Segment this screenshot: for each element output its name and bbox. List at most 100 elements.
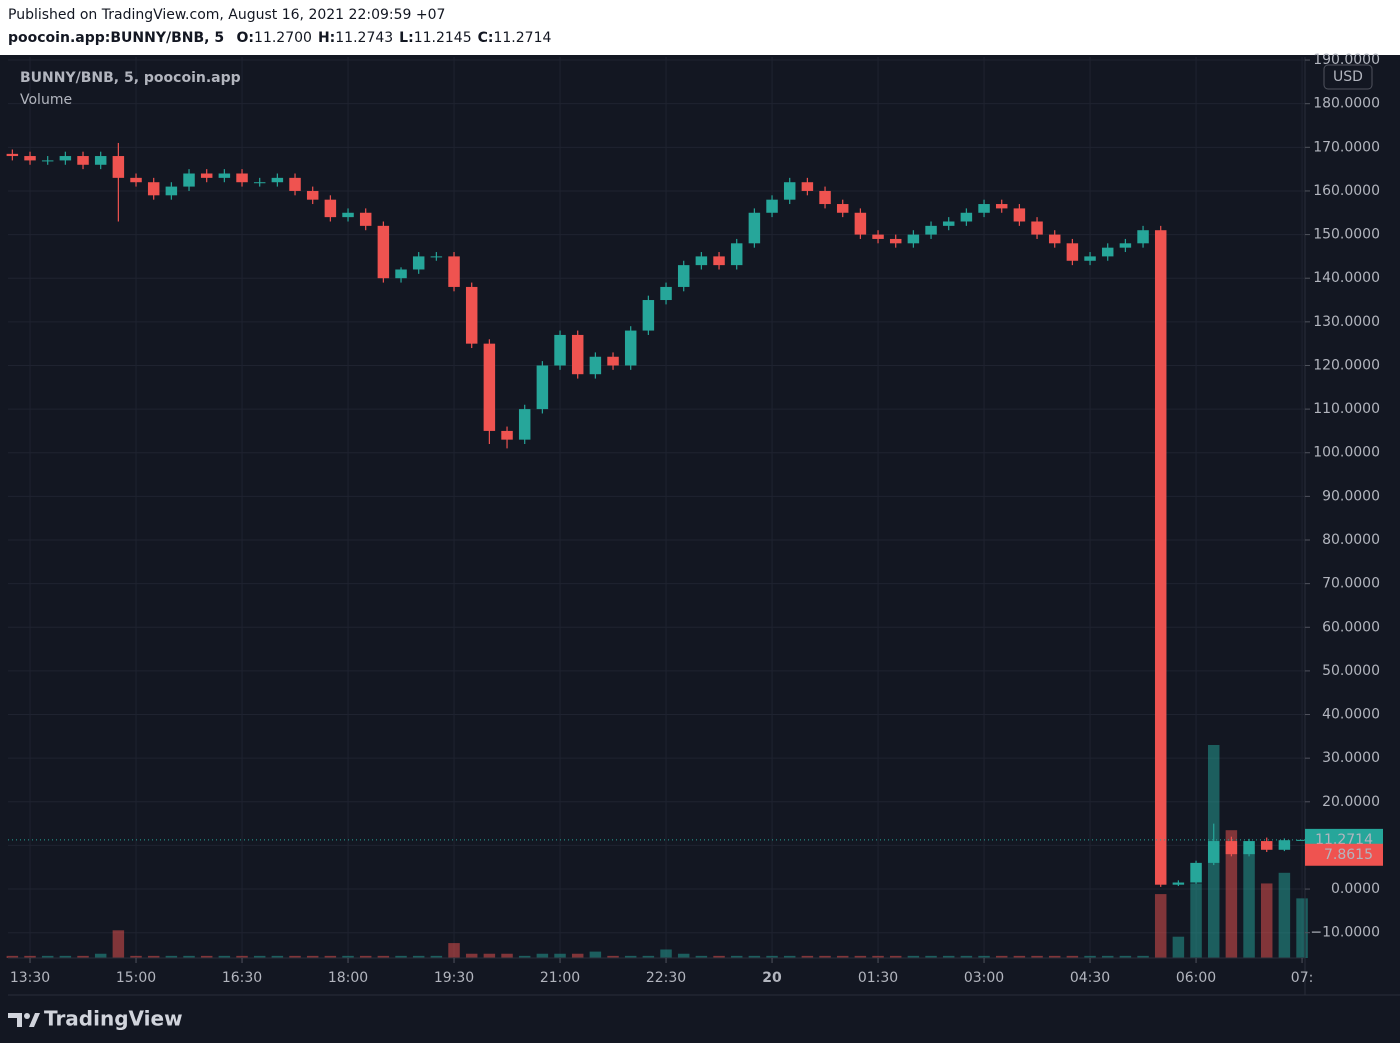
candle-body: [695, 256, 708, 266]
ohlc-key: C:: [478, 30, 494, 46]
volume-bar: [448, 943, 460, 958]
volume-bar: [766, 955, 778, 958]
volume-bar: [589, 951, 602, 958]
chart-bg: [0, 55, 1400, 1043]
y-tick-label: 40.0000: [1322, 707, 1380, 723]
y-tick-label: 120.0000: [1313, 357, 1380, 373]
candle-body: [465, 286, 478, 344]
candle-body: [660, 286, 672, 301]
volume-bar: [359, 955, 372, 958]
volume-bar: [660, 949, 672, 958]
candle-body: [571, 334, 584, 375]
candle-body: [395, 269, 407, 279]
y-tick-label: 90.0000: [1322, 488, 1380, 504]
volume-bar: [518, 955, 531, 958]
volume-bar: [960, 955, 973, 958]
ohlc-value: 11.2145: [414, 30, 472, 46]
candle-body: [624, 330, 637, 366]
volume-bar: [819, 955, 831, 958]
ohlc-key: H:: [318, 30, 335, 46]
candle-body: [925, 225, 937, 235]
volume-bar: [130, 955, 142, 958]
candle-body: [236, 173, 248, 183]
candle-body: [1084, 256, 1096, 261]
volume-bar: [713, 955, 725, 958]
candle-body: [6, 153, 19, 157]
volume-bar: [430, 955, 443, 958]
candle-body: [1243, 841, 1255, 855]
ohlc-value: 11.2714: [493, 30, 551, 46]
volume-bar: [1137, 955, 1149, 958]
volume-bar: [1048, 955, 1061, 958]
volume-bar: [1101, 955, 1114, 958]
candle-body: [430, 256, 443, 258]
candles: [6, 142, 1308, 887]
candle-body: [1137, 230, 1149, 244]
y-tick-label: 150.0000: [1313, 227, 1380, 243]
volume-bar: [1031, 955, 1043, 958]
ohlc-value: 11.2743: [335, 30, 393, 46]
candle-body: [342, 212, 354, 218]
published: Published on TradingView.com, August 16,…: [8, 7, 445, 23]
volume-bar: [94, 953, 107, 958]
y-tick-label: 130.0000: [1313, 314, 1380, 330]
y-tick-label: 60.0000: [1322, 619, 1380, 635]
tv-logo-icon: [8, 1013, 40, 1027]
x-tick-label: 18:00: [328, 970, 368, 986]
y-tick-label: 70.0000: [1322, 576, 1380, 592]
candle-body: [1031, 221, 1043, 235]
x-tick-label: 16:30: [222, 970, 262, 986]
volume-bar: [1243, 851, 1255, 958]
candle-body: [1154, 230, 1167, 885]
volume-bar: [942, 955, 955, 958]
x-tick-label: 01:30: [858, 970, 898, 986]
candle-body: [748, 212, 761, 244]
volume-bar: [253, 955, 266, 958]
ohlc-key: L:: [399, 30, 414, 46]
volume-bar: [695, 955, 708, 958]
candle-body: [1172, 882, 1185, 885]
volume-bar: [1260, 883, 1273, 958]
volume-bar: [995, 955, 1008, 958]
volume-bar: [642, 955, 655, 958]
currency: USD: [1333, 69, 1363, 85]
volume-bar: [554, 953, 566, 958]
currency-box[interactable]: [1323, 64, 1373, 90]
candle-body: [412, 256, 425, 270]
y-tick-label: 100.0000: [1313, 445, 1380, 461]
candle-body: [978, 204, 990, 213]
candle-body: [836, 204, 849, 213]
volume-bar: [147, 955, 160, 958]
y-tick-label: 160.0000: [1313, 183, 1380, 199]
volume-bar: [872, 955, 884, 958]
candle-body: [536, 365, 549, 410]
volume-bar: [183, 955, 195, 958]
volume-bar: [1225, 830, 1238, 958]
candle-body: [872, 234, 884, 239]
candle-body: [1066, 243, 1079, 261]
volume-bar: [1154, 894, 1167, 958]
volume-bar: [306, 955, 319, 958]
volume-bar: [889, 955, 902, 958]
price-label-box: [1305, 843, 1383, 866]
candle-body: [854, 212, 867, 235]
candle-body: [59, 156, 72, 161]
x-tick-label: 04:30: [1070, 970, 1110, 986]
volume-bar: [1278, 872, 1291, 958]
candle-body: [271, 177, 284, 183]
volume-bar: [907, 955, 920, 958]
candle-body: [130, 177, 142, 183]
y-tick-label: −10.0000: [1310, 925, 1380, 941]
candle-body: [483, 343, 496, 431]
volume-bar: [1013, 955, 1026, 958]
candle-body: [801, 182, 814, 191]
candle-body: [24, 156, 36, 161]
volume-bar: [925, 955, 937, 958]
candle-body: [1207, 841, 1220, 863]
legend-volume: Volume: [20, 92, 72, 108]
candle-body: [518, 409, 531, 440]
candle-body: [1278, 840, 1291, 850]
volume-bar: [77, 955, 89, 958]
candle-body: [607, 356, 619, 366]
